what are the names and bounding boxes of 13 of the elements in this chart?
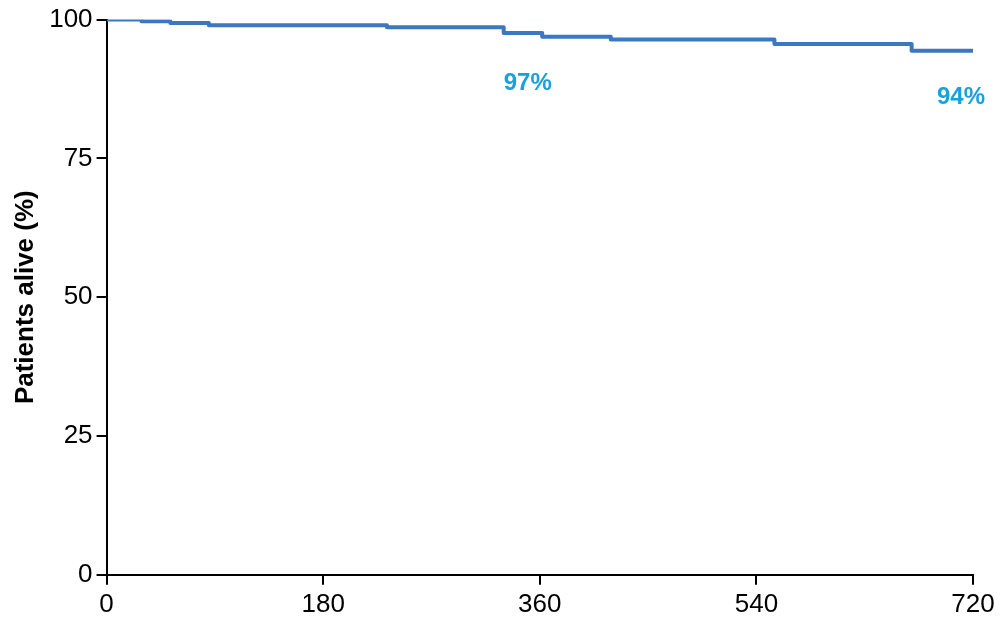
x-tick-label: 540 [734,587,779,618]
y-tick-label: 0 [78,557,93,588]
y-tick-label: 75 [63,141,93,172]
x-tick-label: 360 [518,587,562,618]
y-tick-label: 100 [49,2,93,33]
x-tick-label: 0 [99,587,114,618]
y-tick-label: 50 [63,280,93,311]
x-tick-label: 720 [951,587,995,618]
y-tick-label: 25 [63,419,93,450]
y-axis-title: Patients alive (%) [8,190,39,405]
annotation: 94% [936,82,986,110]
x-tick-label: 180 [301,587,345,618]
annotation: 97% [503,68,552,96]
